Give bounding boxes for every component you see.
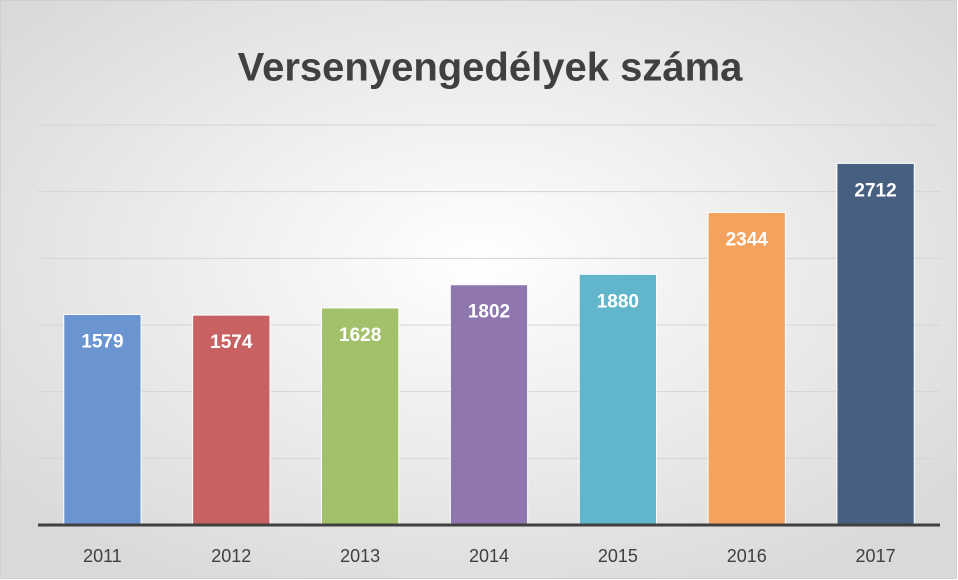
bar <box>578 273 658 526</box>
bar <box>320 307 400 526</box>
data-label: 1628 <box>339 325 381 346</box>
data-label: 1802 <box>468 302 510 323</box>
x-tick-label: 2011 <box>83 546 122 566</box>
x-tick-label: 2012 <box>211 546 251 566</box>
bar <box>449 284 529 526</box>
data-label: 1574 <box>210 332 253 353</box>
x-tick-label: 2016 <box>727 546 767 566</box>
bar <box>836 162 915 526</box>
chart-title: Versenyengedélyek száma <box>238 46 744 90</box>
data-label: 2712 <box>854 180 896 201</box>
x-tick-label: 2013 <box>340 546 380 566</box>
x-tick-label: 2017 <box>856 546 896 566</box>
bar <box>192 314 271 526</box>
x-tick-label: 2015 <box>598 546 638 566</box>
x-tick-label: 2014 <box>469 546 509 566</box>
data-label: 1579 <box>81 331 123 352</box>
bar <box>63 313 142 526</box>
data-label: 2344 <box>726 229 769 250</box>
bar <box>707 211 786 526</box>
data-label: 1880 <box>597 291 639 312</box>
